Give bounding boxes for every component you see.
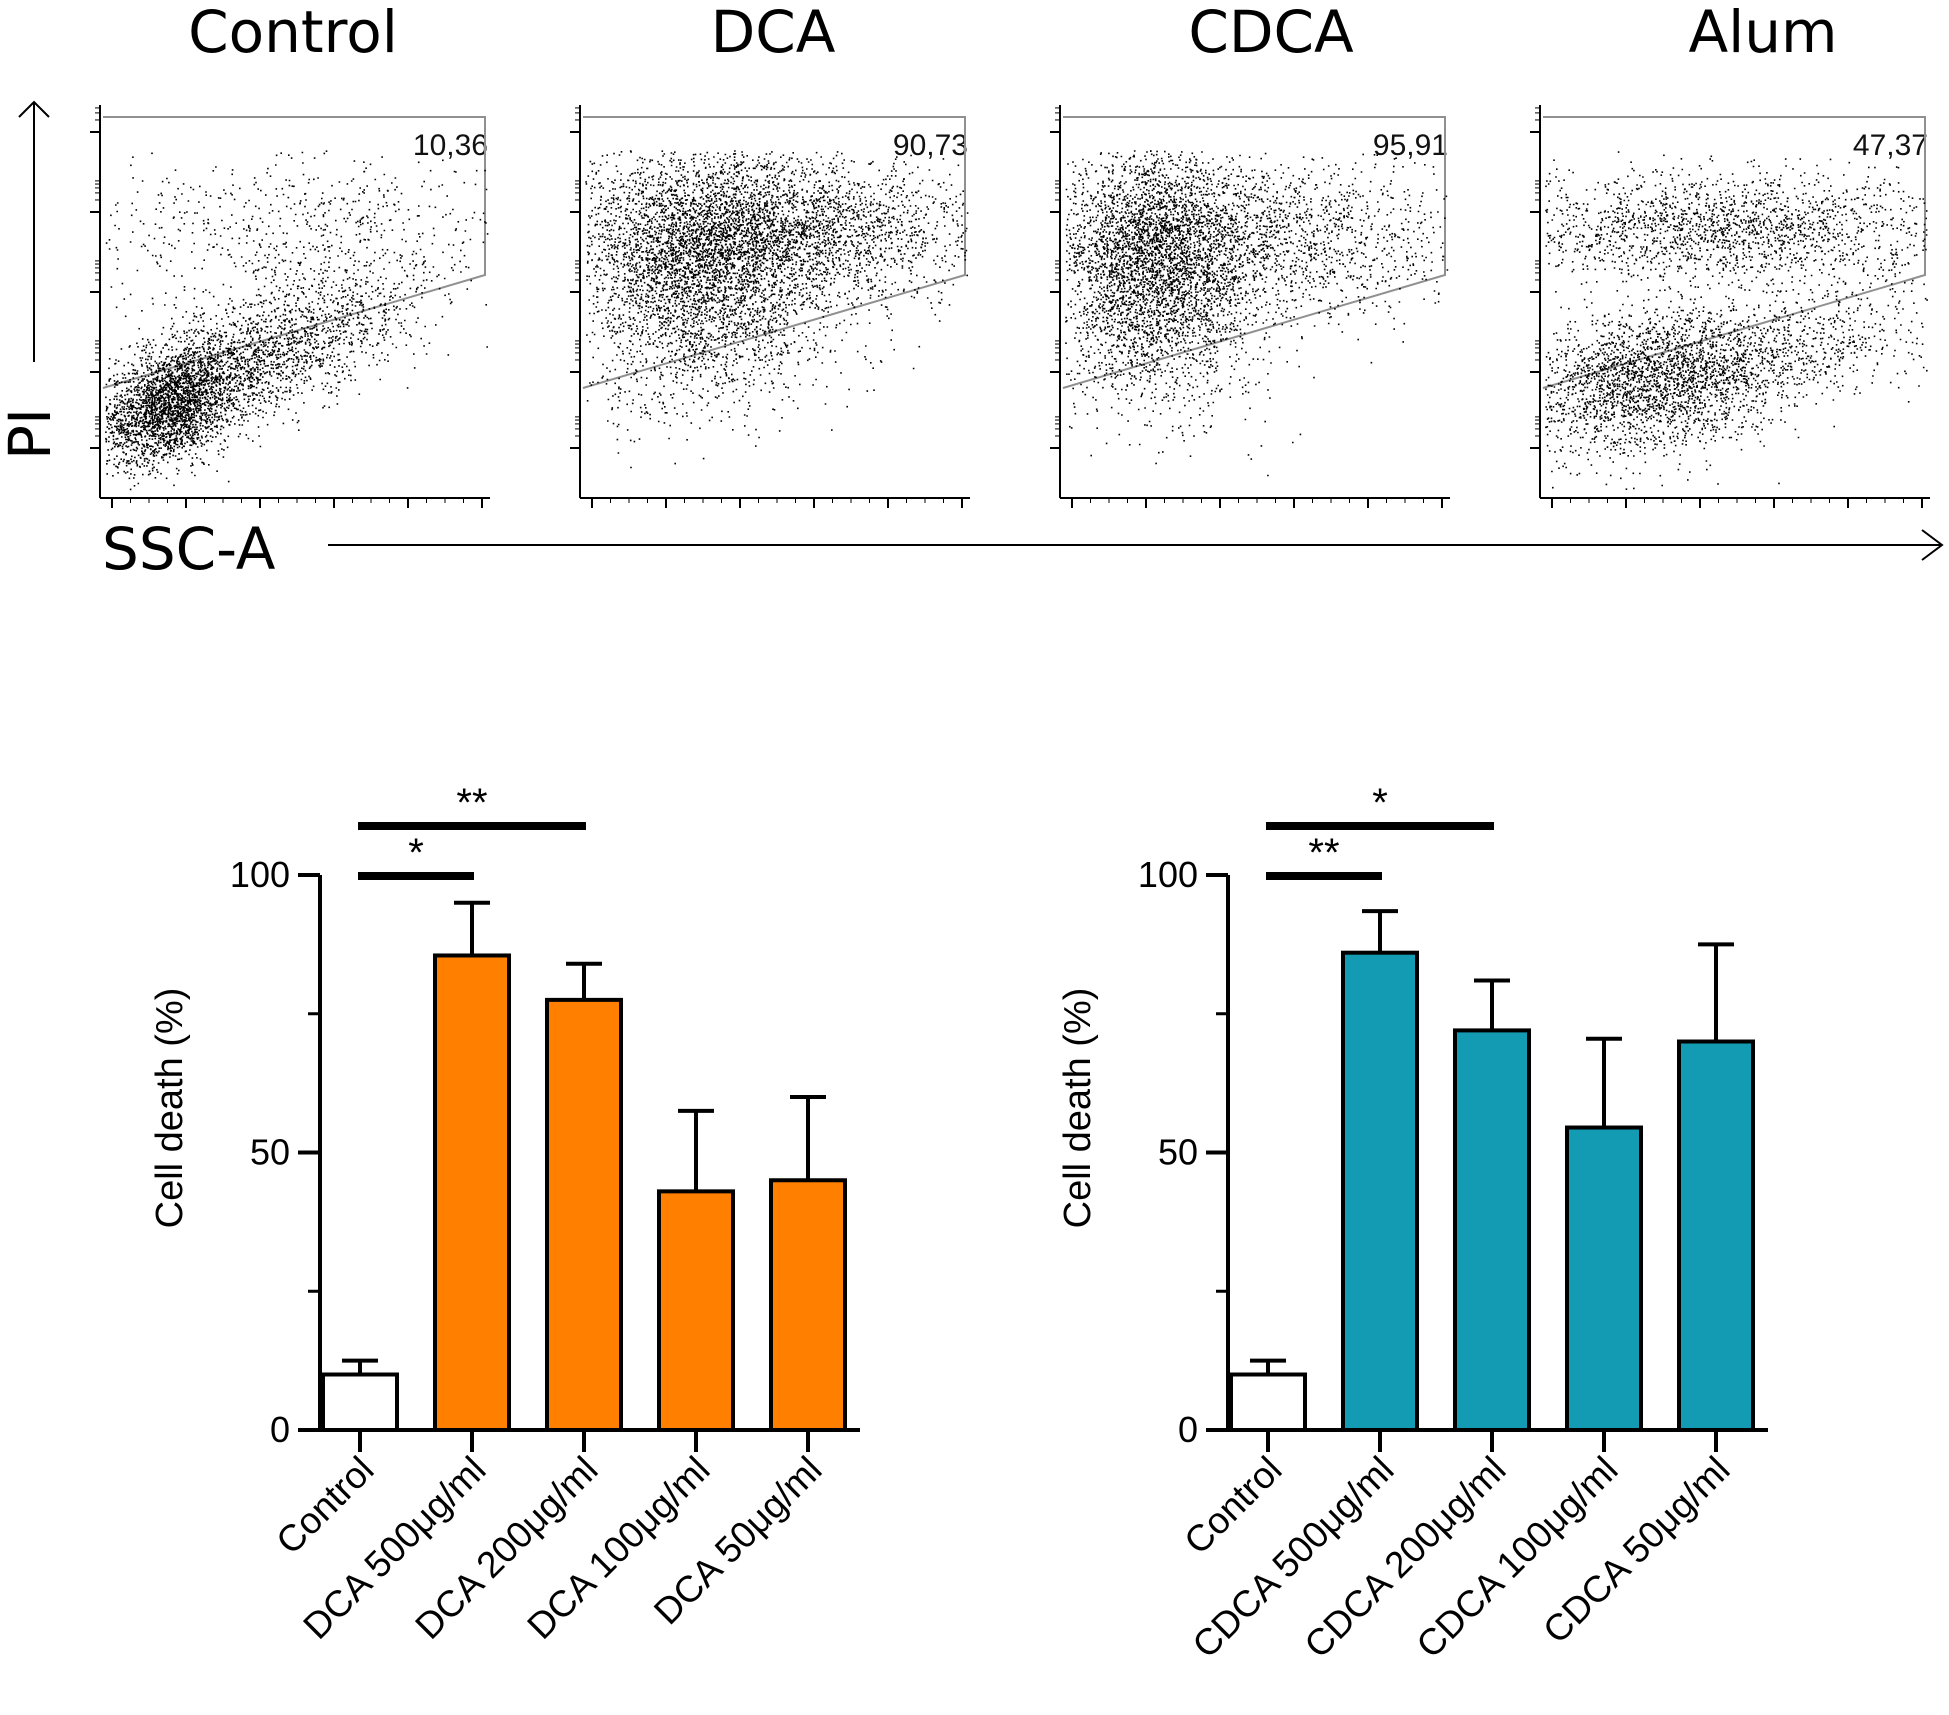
pi-axis-label: PI (0, 408, 64, 460)
y-tick-label: 0 (270, 1409, 290, 1450)
flow-dotplot-2 (1050, 105, 1450, 508)
significance-label: * (1372, 781, 1388, 825)
bar (321, 1372, 399, 1432)
dotplot-events (105, 150, 489, 491)
flow-panel-title-cdca: CDCA (1188, 0, 1354, 66)
flow-panel-title-control: Control (188, 0, 398, 66)
flow-dotplot-1 (570, 105, 970, 508)
gate-value-cdca: 95,91 (1373, 129, 1448, 162)
y-tick-label: 100 (1138, 854, 1198, 895)
category-label: CDCA 500μg/ml (1185, 1449, 1402, 1666)
y-tick-label: 100 (230, 854, 290, 895)
bar (1565, 1125, 1643, 1433)
category-label: Control (268, 1449, 381, 1562)
ssc-axis-arrowhead (1921, 529, 1944, 561)
bar (1229, 1372, 1307, 1432)
dotplot-gate (582, 116, 966, 389)
y-tick-label: 0 (1178, 1409, 1198, 1450)
category-label: CDCA 200μg/ml (1297, 1449, 1514, 1666)
category-label: Control (1176, 1449, 1289, 1562)
bar (769, 1178, 847, 1432)
bar (1341, 950, 1419, 1432)
dotplot-events (1065, 150, 1449, 477)
dotplot-events (1545, 151, 1928, 491)
category-label: CDCA 100μg/ml (1409, 1449, 1626, 1666)
significance-label: ** (1308, 831, 1339, 875)
dotplot-events (585, 150, 969, 469)
chart-cdca-ylabel: Cell death (%) (1057, 988, 1099, 1229)
gate-value-dca: 90,73 (893, 129, 968, 162)
y-tick-label: 50 (250, 1132, 290, 1173)
gate-value-alum: 47,37 (1853, 129, 1928, 162)
chart-dca-ylabel: Cell death (%) (149, 988, 191, 1229)
flow-dotplot-3 (1530, 105, 1930, 508)
flow-panel-title-alum: Alum (1688, 0, 1837, 66)
bar (1453, 1028, 1531, 1433)
significance-label: * (408, 831, 424, 875)
bar (1677, 1039, 1755, 1432)
bar (545, 997, 623, 1432)
flow-panel-title-dca: DCA (711, 0, 836, 66)
pi-axis-arrowhead (18, 100, 50, 118)
bar (657, 1189, 735, 1432)
bar (433, 953, 511, 1432)
significance-label: ** (456, 781, 487, 825)
ssc-axis-label: SSC-A (102, 515, 276, 583)
flow-panels: Control DCA CDCA Alum 10,36 90,73 95,91 … (0, 0, 1944, 583)
y-tick-label: 50 (1158, 1132, 1198, 1173)
dotplot-gate (1062, 116, 1446, 389)
gate-value-control: 10,36 (413, 129, 488, 162)
flow-dotplot-0 (90, 105, 490, 508)
